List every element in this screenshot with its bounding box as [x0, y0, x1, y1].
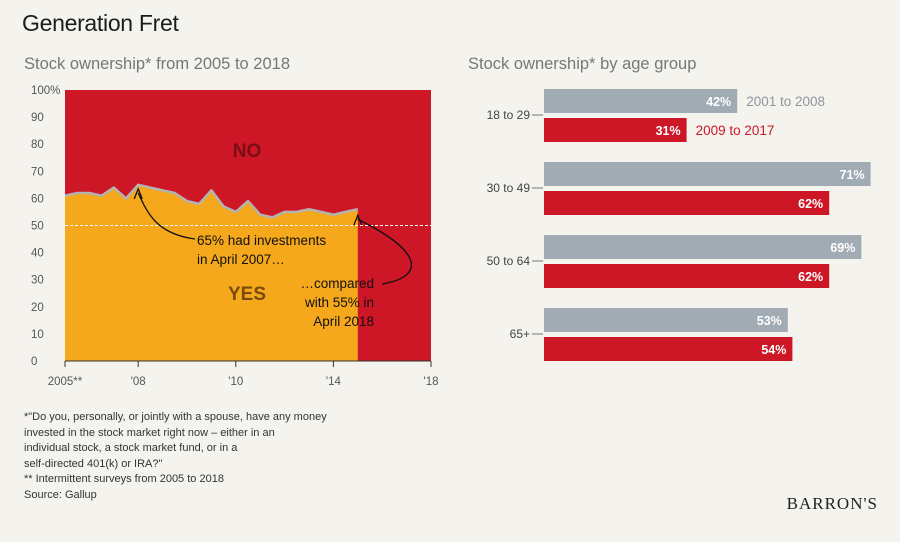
- y-tick-label: 80: [31, 139, 44, 151]
- annotation-2018-text: with 55% in: [304, 295, 374, 310]
- area-chart-title: Stock ownership* from 2005 to 2018: [24, 55, 290, 73]
- footnote-line: *"Do you, personally, or jointly with a …: [24, 411, 327, 423]
- bar-2009-2017: [544, 191, 830, 215]
- category-label: 30 to 49: [487, 181, 531, 195]
- footnote-line: invested in the stock market right now –…: [24, 426, 275, 439]
- bar-2001-2008: [544, 162, 871, 186]
- series-legend-label: 2001 to 2008: [746, 94, 825, 109]
- bar-value-label: 54%: [761, 343, 786, 357]
- no-region-label: NO: [233, 141, 262, 162]
- y-tick-label: 20: [31, 302, 44, 314]
- y-tick-label: 0: [31, 356, 37, 368]
- bar-2001-2008: [544, 308, 788, 332]
- x-tick-label: '18: [424, 376, 439, 388]
- bar-value-label: 71%: [840, 168, 865, 182]
- annotation-2007-text: 65% had investments: [197, 233, 326, 248]
- annotation-arrowhead-2007: [133, 187, 143, 200]
- bar-2001-2008: [544, 235, 862, 259]
- y-tick-label: 90: [31, 112, 44, 124]
- annotation-2018-text: April 2018: [313, 314, 374, 329]
- annotation-arrow-2018: [357, 218, 413, 285]
- footnote-line: ** Intermittent surveys from 2005 to 201…: [24, 473, 224, 486]
- y-tick-label: 10: [31, 329, 44, 341]
- x-tick-label: '08: [131, 376, 146, 388]
- y-tick-label: 100%: [31, 85, 60, 97]
- bar-2009-2017: [544, 118, 687, 142]
- category-label: 65+: [510, 327, 530, 341]
- footnote-line: Source: Gallup: [24, 489, 97, 501]
- x-tick-label: '14: [326, 376, 342, 388]
- bar-2001-2008: [544, 89, 738, 113]
- x-tick-label: '10: [228, 376, 243, 388]
- bar-value-label: 62%: [798, 270, 823, 284]
- category-label: 50 to 64: [487, 254, 531, 268]
- bar-value-label: 31%: [656, 124, 681, 138]
- category-label: 18 to 29: [487, 108, 531, 122]
- bar-2009-2017: [544, 264, 830, 288]
- footnote-line: individual stock, a stock market fund, o…: [24, 442, 238, 455]
- bar-value-label: 69%: [830, 241, 855, 255]
- x-tick-label: 2005**: [48, 376, 83, 388]
- y-tick-label: 50: [31, 221, 44, 233]
- annotation-arrow-2007: [137, 192, 196, 240]
- bar-2009-2017: [544, 337, 793, 361]
- bar-value-label: 53%: [757, 314, 782, 328]
- series-legend-label: 2009 to 2017: [696, 123, 775, 138]
- annotation-2007-text: in April 2007…: [197, 252, 285, 267]
- y-tick-label: 30: [31, 275, 44, 287]
- yes-region-label: YES: [228, 284, 266, 305]
- annotation-arrowhead-2018: [353, 213, 363, 226]
- annotation-2018-text: …compared: [300, 276, 374, 291]
- y-tick-label: 70: [31, 166, 44, 178]
- bar-value-label: 62%: [798, 197, 823, 211]
- barrons-logo: BARRON'S: [786, 494, 878, 513]
- footnote-line: self-directed 401(k) or IRA?": [24, 457, 163, 470]
- y-tick-label: 60: [31, 193, 44, 205]
- page-title: Generation Fret: [22, 10, 179, 36]
- bar-value-label: 42%: [706, 95, 731, 109]
- ownership-line: [64, 183, 359, 219]
- bar-chart-title: Stock ownership* by age group: [468, 55, 697, 73]
- y-tick-label: 40: [31, 248, 44, 260]
- yes-area: [65, 184, 358, 361]
